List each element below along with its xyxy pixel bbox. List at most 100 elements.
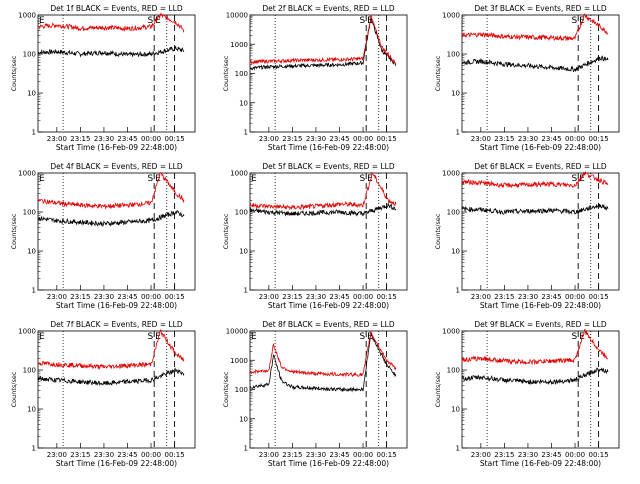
x-tick-label: 23:45 [117, 451, 137, 459]
x-tick-label: 23:15 [494, 135, 514, 143]
y-axis-label: Counts/sec [434, 213, 442, 249]
x-tick-label: 23:15 [494, 451, 514, 459]
x-tick-label: 23:00 [47, 135, 67, 143]
plot-frame [461, 172, 620, 291]
y-tick-label: 10 [239, 99, 248, 107]
x-tick-label: 23:30 [518, 293, 538, 301]
y-tick-label: 1 [244, 287, 248, 295]
y-tick-label: 10000 [226, 12, 248, 20]
series-lld-line [37, 329, 185, 370]
x-tick-label: 23:30 [306, 135, 326, 143]
x-axis-label: Start Time (16-Feb-09 22:48:00) [268, 143, 389, 152]
x-tick-label: 00:15 [588, 451, 608, 459]
y-tick-label: 1000 [230, 41, 248, 49]
x-tick-label: 23:45 [541, 451, 561, 459]
x-tick-label: 00:15 [164, 293, 184, 301]
x-tick-label: 00:15 [588, 293, 608, 301]
panel-det-3: Det 3f BLACK = Events, RED = LLD 1 10 100 10… [434, 4, 620, 152]
y-tick-label: 100 [235, 209, 248, 217]
x-tick-label: 00:00 [565, 451, 585, 459]
x-tick-label: 23:45 [329, 135, 349, 143]
series-lld-line [249, 330, 397, 378]
x-tick-label: 23:45 [541, 293, 561, 301]
series-events-line [461, 367, 609, 386]
x-tick-label: 23:00 [259, 135, 279, 143]
x-tick-label: 00:00 [353, 451, 373, 459]
plot-frame [461, 330, 620, 449]
x-tick-label: 23:15 [70, 451, 90, 459]
marker-label: E [251, 174, 257, 184]
y-tick-label: 100 [23, 367, 36, 375]
series-events-line [249, 333, 397, 393]
y-tick-label: 1 [456, 287, 460, 295]
y-tick-label: 10 [451, 90, 460, 98]
y-tick-label: 1000 [230, 357, 248, 365]
panel-det-7: Det 7f BLACK = Events, RED = LLD 1 10 100 10… [10, 320, 196, 468]
marker-label: E [39, 174, 45, 184]
y-tick-label: 1000 [442, 328, 460, 336]
x-tick-label: 23:00 [259, 451, 279, 459]
y-tick-label: 1000 [18, 170, 36, 178]
series-lld-line [249, 171, 397, 211]
x-axis-label: Start Time (16-Feb-09 22:48:00) [56, 301, 177, 310]
y-tick-label: 100 [447, 51, 460, 59]
y-tick-label: 1 [456, 129, 460, 137]
y-tick-label: 1000 [442, 170, 460, 178]
marker-label: S [147, 16, 153, 26]
marker-label: E [579, 174, 585, 184]
y-tick-label: 1 [32, 445, 36, 453]
y-tick-label: 1000 [18, 328, 36, 336]
panel-title: Det 1f BLACK = Events, RED = LLD [50, 4, 183, 13]
y-tick-label: 10 [451, 248, 460, 256]
plot-frame [461, 14, 620, 133]
y-axis-label: Counts/sec [10, 371, 18, 407]
y-tick-label: 10 [27, 90, 36, 98]
panel-title: Det 8f BLACK = Events, RED = LLD [262, 320, 395, 329]
y-tick-label: 10 [239, 415, 248, 423]
x-tick-label: 00:15 [376, 293, 396, 301]
y-tick-label: 100 [23, 209, 36, 217]
y-axis-label: Counts/sec [10, 213, 18, 249]
plot-frame [37, 330, 196, 449]
x-tick-label: 23:15 [494, 293, 514, 301]
marker-label: S [571, 174, 577, 184]
y-axis-label: Counts/sec [10, 55, 18, 91]
x-tick-label: 00:00 [565, 293, 585, 301]
marker-label: E [39, 16, 45, 26]
x-tick-label: 23:15 [282, 293, 302, 301]
y-tick-label: 10000 [226, 328, 248, 336]
marker-label: E [39, 332, 45, 342]
series-events-line [461, 203, 609, 215]
x-tick-label: 00:00 [353, 135, 373, 143]
y-tick-label: 100 [447, 209, 460, 217]
x-tick-label: 23:45 [117, 135, 137, 143]
y-tick-label: 1 [244, 129, 248, 137]
x-tick-label: 23:30 [94, 451, 114, 459]
marker-label: S [359, 16, 365, 26]
y-tick-label: 10 [27, 406, 36, 414]
marker-label: S [571, 332, 577, 342]
y-axis-label: Counts/sec [222, 213, 230, 249]
y-tick-label: 100 [23, 51, 36, 59]
panel-det-1: Det 1f BLACK = Events, RED = LLD 1 10 100 10… [10, 4, 196, 152]
marker-label: E [155, 16, 161, 26]
y-axis-label: Counts/sec [434, 371, 442, 407]
x-axis-label: Start Time (16-Feb-09 22:48:00) [480, 301, 601, 310]
series-lld-line [461, 328, 609, 366]
y-tick-label: 10 [239, 248, 248, 256]
y-tick-label: 10 [451, 406, 460, 414]
plot-frame [249, 14, 408, 133]
series-events-line [37, 46, 185, 58]
x-tick-label: 23:15 [282, 135, 302, 143]
series-lld-line [249, 14, 397, 65]
x-tick-label: 23:15 [282, 451, 302, 459]
x-tick-label: 23:00 [47, 293, 67, 301]
x-tick-label: 23:30 [94, 135, 114, 143]
plot-frame [37, 172, 196, 291]
x-axis-label: Start Time (16-Feb-09 22:48:00) [268, 301, 389, 310]
x-tick-label: 00:00 [141, 293, 161, 301]
x-tick-label: 00:15 [164, 135, 184, 143]
y-axis-label: Counts/sec [434, 55, 442, 91]
marker-label: E [251, 332, 257, 342]
